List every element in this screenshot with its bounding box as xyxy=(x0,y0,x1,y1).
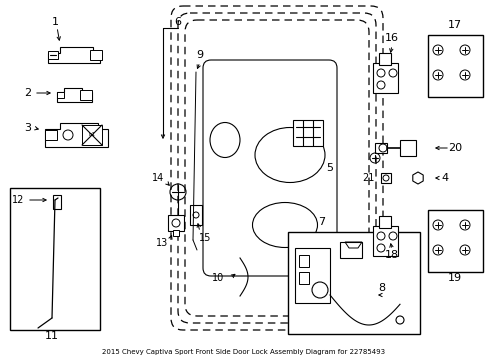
Bar xyxy=(48,51,58,59)
Bar xyxy=(427,35,482,97)
Bar xyxy=(339,242,361,258)
Text: 11: 11 xyxy=(45,331,59,341)
Text: 8: 8 xyxy=(378,283,385,293)
Text: 7: 7 xyxy=(318,217,325,227)
Text: 18: 18 xyxy=(384,250,398,260)
Bar xyxy=(372,63,397,93)
Bar xyxy=(399,140,415,156)
Bar xyxy=(298,272,308,284)
Text: 16: 16 xyxy=(384,33,398,43)
Bar xyxy=(372,226,397,256)
Text: 6: 6 xyxy=(174,17,181,27)
Text: 19: 19 xyxy=(447,273,461,283)
Bar xyxy=(10,188,100,330)
Bar xyxy=(378,53,390,65)
Bar xyxy=(292,120,323,146)
Bar xyxy=(287,232,419,334)
Bar xyxy=(57,92,64,98)
Bar xyxy=(53,195,61,209)
Text: 21: 21 xyxy=(362,173,374,183)
Bar xyxy=(374,143,386,153)
Text: 10: 10 xyxy=(211,273,224,283)
Bar xyxy=(173,230,179,236)
Bar xyxy=(298,255,308,267)
Bar xyxy=(168,215,183,231)
Text: 9: 9 xyxy=(196,50,203,60)
Bar xyxy=(427,210,482,272)
Text: 13: 13 xyxy=(156,238,168,248)
Text: 17: 17 xyxy=(447,20,461,30)
Text: 20: 20 xyxy=(447,143,461,153)
Text: 3: 3 xyxy=(24,123,31,133)
Text: 12: 12 xyxy=(12,195,24,205)
Text: 1: 1 xyxy=(51,17,59,27)
Bar xyxy=(45,130,57,140)
Text: 15: 15 xyxy=(199,233,211,243)
Text: 5: 5 xyxy=(326,163,333,173)
Text: 14: 14 xyxy=(152,173,164,183)
Bar xyxy=(190,205,202,225)
Bar xyxy=(90,50,102,60)
Bar xyxy=(294,248,329,303)
Text: b1: b1 xyxy=(88,132,95,138)
Bar xyxy=(82,125,102,145)
Bar xyxy=(380,173,390,183)
Text: 4: 4 xyxy=(441,173,447,183)
Bar xyxy=(378,216,390,228)
Text: 2015 Chevy Captiva Sport Front Side Door Lock Assembly Diagram for 22785493: 2015 Chevy Captiva Sport Front Side Door… xyxy=(102,349,385,355)
Text: 2: 2 xyxy=(24,88,32,98)
Bar xyxy=(80,90,92,100)
